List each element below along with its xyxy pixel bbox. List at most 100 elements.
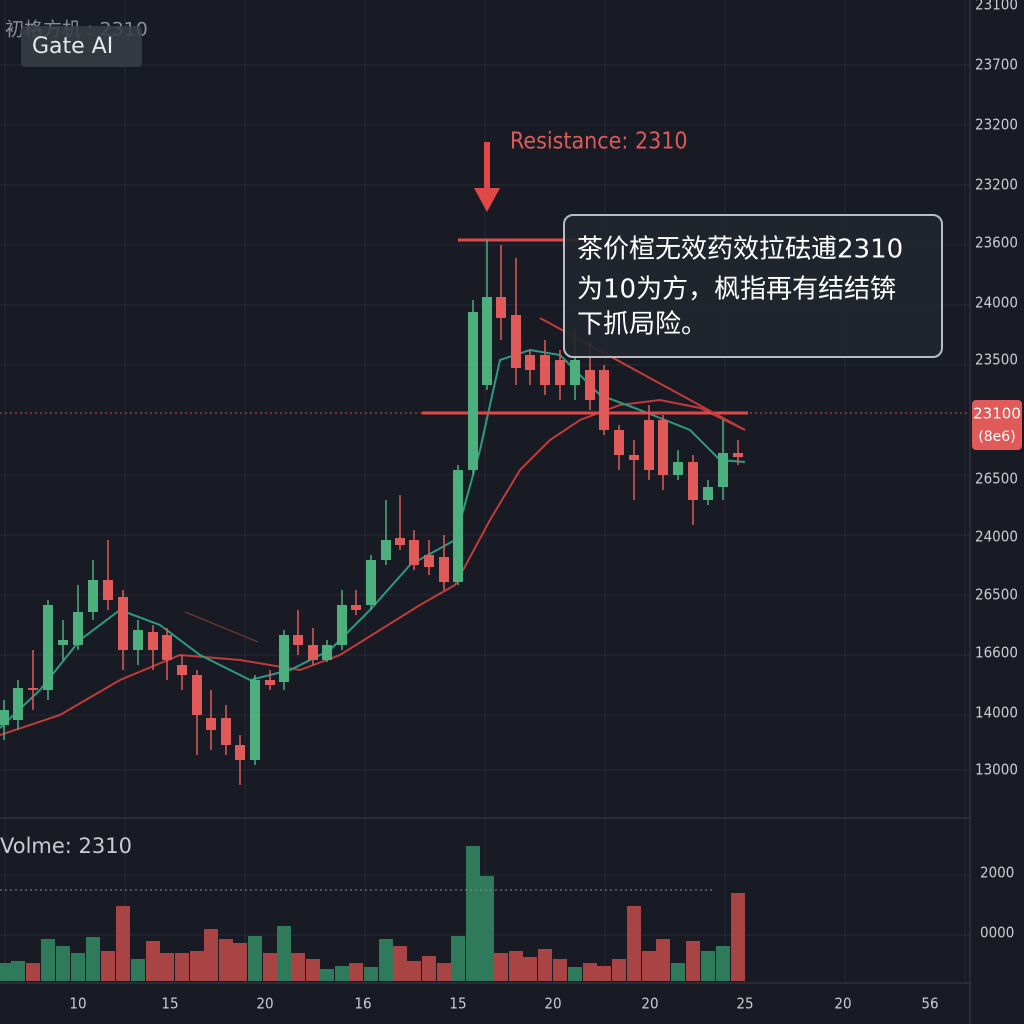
candle-body — [718, 453, 728, 487]
time-axis-label: 20 — [834, 995, 851, 1013]
volume-bar — [248, 936, 262, 981]
volume-bar — [116, 906, 130, 981]
price-axis-label: 14000 — [975, 704, 1018, 722]
candle-body — [177, 665, 187, 675]
time-axis-label: 20 — [544, 995, 561, 1013]
candle-body — [453, 470, 463, 582]
volume-bar — [379, 939, 393, 981]
candle-body — [511, 315, 521, 368]
volume-bar — [190, 951, 204, 981]
volume-bar — [364, 967, 378, 981]
volume-bar — [716, 946, 730, 981]
candle-body — [162, 635, 172, 660]
volume-bar — [335, 966, 349, 981]
volume-bar — [393, 946, 407, 981]
candle-body — [0, 710, 9, 725]
price-axis-label: 23500 — [975, 351, 1018, 369]
candle-body — [192, 675, 202, 715]
volume-bar — [407, 961, 421, 981]
candle-body — [381, 540, 391, 560]
volume-bar — [671, 963, 685, 981]
candle-body — [206, 718, 216, 730]
volume-label: Volme: 2310 — [0, 834, 132, 858]
candle-body — [703, 487, 713, 500]
candle-body — [293, 635, 303, 645]
volume-bar — [597, 966, 611, 981]
price-axis-label: 23100 — [975, 0, 1018, 14]
volume-bar — [320, 969, 334, 981]
price-axis-label: 24000 — [975, 528, 1018, 546]
annotation-line: 下抓局险。 — [577, 310, 707, 340]
volume-bar — [131, 959, 145, 981]
candle-body — [644, 420, 654, 470]
candle-body — [265, 680, 275, 685]
price-axis-label: 24000 — [975, 294, 1018, 312]
candle-body — [496, 297, 506, 318]
candle-body — [235, 745, 245, 760]
candle-body — [409, 540, 419, 565]
volume-bar — [71, 953, 85, 981]
time-axis-label: 56 — [921, 995, 938, 1013]
volume-bar — [219, 939, 233, 981]
price-axis-label: 23600 — [975, 234, 1018, 252]
candle-body — [688, 462, 698, 500]
candle-body — [733, 453, 743, 457]
volume-axis-label: 0000 — [980, 924, 1014, 942]
volume-bar — [583, 963, 597, 981]
time-axis-label: 16 — [354, 995, 371, 1013]
volume-bar — [437, 963, 451, 981]
watermark-box — [21, 26, 142, 67]
candle-body — [73, 612, 83, 645]
candle-body — [424, 555, 434, 567]
volume-bar — [349, 963, 363, 981]
candle-body — [585, 370, 595, 400]
price-axis-label: 23200 — [975, 116, 1018, 134]
candle-body — [221, 718, 231, 745]
volume-bar — [26, 963, 40, 981]
volume-bar — [538, 949, 552, 981]
candle-body — [614, 430, 624, 455]
volume-axis-label: 2000 — [980, 864, 1014, 882]
time-axis-label: 20 — [256, 995, 273, 1013]
resistance-label: Resistance: 2310 — [510, 129, 688, 155]
volume-bar — [86, 937, 100, 981]
volume-bar — [627, 906, 641, 981]
volume-bar — [146, 941, 160, 981]
candle-body — [555, 360, 565, 385]
candles — [0, 240, 743, 785]
arrow-head — [474, 188, 500, 212]
candle-body — [308, 645, 318, 660]
candle-body — [118, 597, 128, 650]
candle-body — [322, 645, 332, 660]
annotation-line: 为10为方，枫指再有结结锛 — [577, 275, 896, 305]
candle-body — [629, 455, 639, 460]
candle-body — [658, 420, 668, 475]
candle-body — [482, 297, 492, 385]
price-axis-label: 23700 — [975, 56, 1018, 74]
candle-body — [43, 605, 53, 690]
price-tag — [972, 400, 1022, 450]
volume-bar — [101, 951, 115, 981]
candle-body — [337, 605, 347, 645]
time-axis-label: 25 — [736, 995, 753, 1013]
volume-bar — [422, 956, 436, 981]
volume-bar — [204, 929, 218, 981]
price-tag-value: 23100 — [973, 405, 1021, 423]
candle-body — [279, 635, 289, 682]
volume-bar — [523, 957, 537, 981]
candle-body — [28, 688, 38, 690]
volume-bar — [451, 936, 465, 981]
volume-bar — [509, 951, 523, 981]
volume-bar — [568, 967, 582, 981]
candle-body — [13, 688, 23, 720]
candle-body — [103, 580, 113, 600]
volume-bar — [686, 941, 700, 981]
annotation-box — [563, 214, 943, 358]
volume-bar — [277, 926, 291, 981]
trend-line — [184, 611, 259, 643]
time-axis-label: 20 — [641, 995, 658, 1013]
volume-bar — [233, 943, 247, 981]
annotation-line: 茶价楦无效药效拉砝逋2310 — [577, 235, 903, 265]
